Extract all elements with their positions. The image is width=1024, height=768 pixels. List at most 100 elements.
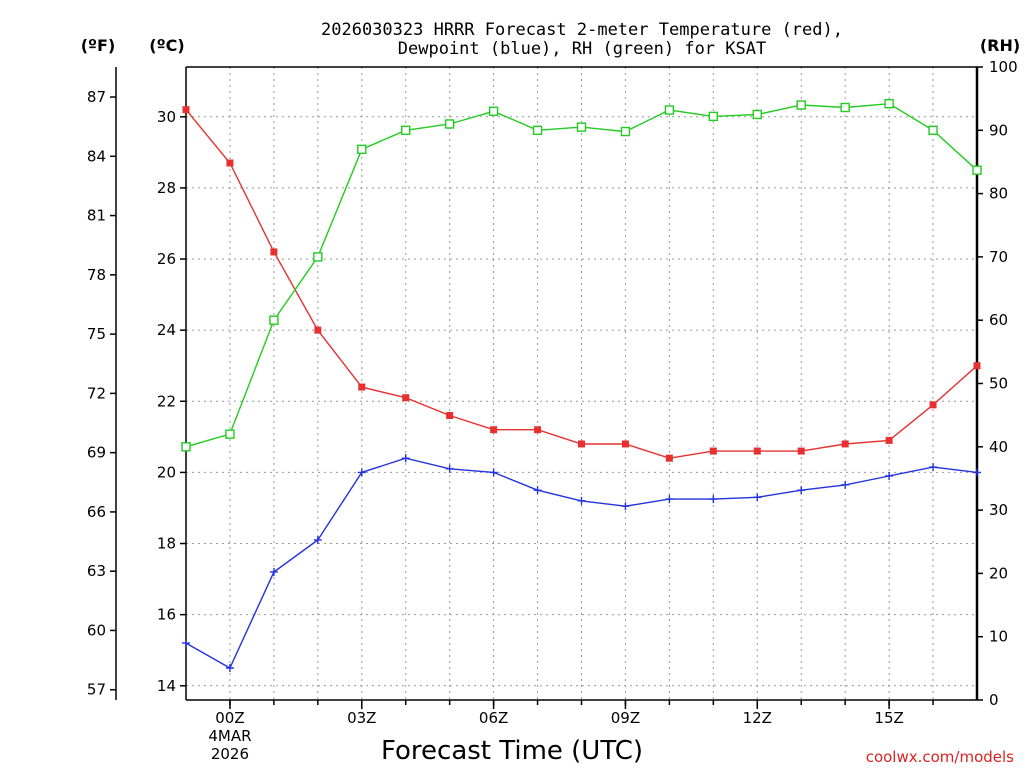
temperature-point [885,436,893,444]
y-tick-label-rh: 20 [989,564,1008,582]
rh-point [840,102,850,113]
y-tick-label-f: 72 [87,384,106,402]
dewpoint-point [797,486,806,495]
dewpoint-point [929,463,938,472]
rh-point [576,122,587,132]
data-series [181,99,982,672]
y-tick-label-f: 78 [87,266,106,284]
y-tick-label-c: 28 [157,179,176,197]
y-tick-label-c: 16 [157,606,176,624]
dewpoint-point [709,495,718,504]
rh-point [532,125,543,136]
y-tick-label-f: 84 [87,147,106,165]
temperature-point [753,447,761,455]
y-tick-label-c: 22 [157,392,176,410]
temperature-point [358,383,366,391]
temperature-point [402,394,410,402]
y-tick-label-rh: 100 [989,58,1018,76]
y-tick-label-f: 60 [87,621,106,639]
temperature-point [226,159,234,167]
rh-line [185,102,978,448]
unit-label-celsius: (ºC) [149,36,184,55]
dewpoint-point [357,468,366,477]
temperature-point [182,106,190,114]
y-tick-label-f: 63 [87,562,106,580]
rh-point [357,144,367,154]
rh-point [752,109,762,120]
chart-title-line1: 2026030323 HRRR Forecast 2-meter Tempera… [321,20,843,40]
rh-point [313,252,323,262]
dewpoint-point [313,535,322,544]
y-tick-label-rh: 90 [989,121,1008,139]
x-axis-label: Forecast Time (UTC) [381,736,643,766]
rh-point [664,105,675,115]
temperature-point [578,440,585,448]
y-tick-label-f: 75 [87,325,106,343]
temperature-point [314,326,322,334]
chart-title-line2: Dewpoint (blue), RH (green) for KSAT [398,39,766,59]
y-tick-label-rh: 80 [989,185,1008,203]
x-tick-sublabel-year: 2026 [211,745,249,763]
unit-label-rh: (RH) [980,36,1020,55]
temperature-point [841,440,849,448]
rh-point [269,315,279,325]
dewpoint-point [269,567,278,576]
x-tick-label: 12Z [743,709,772,727]
temperature-point [446,412,454,420]
rh-point [796,100,806,110]
y-tick-label-f: 69 [87,444,106,462]
temperature-point [490,426,498,434]
y-tick-label-c: 24 [157,321,176,339]
rh-point [972,165,982,175]
rh-point [620,126,631,137]
y-tick-label-c: 26 [157,250,176,268]
y-tick-label-f: 81 [87,207,106,225]
dewpoint-point [973,468,981,477]
y-tick-label-c: 30 [157,108,176,126]
y-tick-label-rh: 10 [989,628,1008,646]
dewpoint-point [841,480,850,489]
dewpoint-point [753,493,762,502]
credit-text[interactable]: coolwx.com/models [866,748,1014,766]
dewpoint-point [621,502,630,511]
dewpoint-line [185,457,978,669]
rh-point [708,111,719,122]
x-tick-label: 06Z [479,709,508,727]
dewpoint-point [182,639,190,648]
y-tick-label-c: 14 [157,677,176,695]
rh-point [225,429,235,439]
y-tick-label-rh: 0 [989,691,999,709]
temperature-point [621,440,629,448]
dewpoint-point [225,663,234,672]
unit-label-fahrenheit: (ºF) [81,36,116,55]
rh-point [884,99,894,109]
rh-point [928,125,938,136]
dewpoint-point [445,464,454,473]
temperature-point [973,362,981,370]
dewpoint-point [577,496,586,505]
y-tick-label-f: 66 [87,503,106,521]
temperature-point [270,248,278,256]
x-tick-label: 00Z [215,709,244,727]
y-tick-label-c: 20 [157,463,176,481]
x-tick-sublabel-date: 4MAR [208,727,251,745]
dewpoint-point [533,486,542,495]
x-tick-label: 03Z [347,709,376,727]
tick-labels: 57 60 63 66 69 72 75 78 81 84 87 14 16 18 20 22 24 26 28 30… [87,58,1018,763]
y-tick-label-rh: 50 [989,375,1008,393]
y-tick-label-f: 87 [87,88,106,106]
dewpoint-point [885,471,894,480]
rh-point [181,442,191,452]
temperature-point [797,447,805,455]
y-tick-label-rh: 60 [989,311,1008,329]
axes [110,66,983,709]
x-tick-label: 15Z [874,709,903,727]
y-tick-label-f: 57 [87,681,106,699]
dewpoint-point [401,454,410,463]
temperature-point [929,401,937,409]
y-tick-label-rh: 70 [989,248,1008,266]
temperature-point [534,426,542,434]
y-tick-label-rh: 40 [989,438,1008,456]
rh-point [488,106,499,117]
